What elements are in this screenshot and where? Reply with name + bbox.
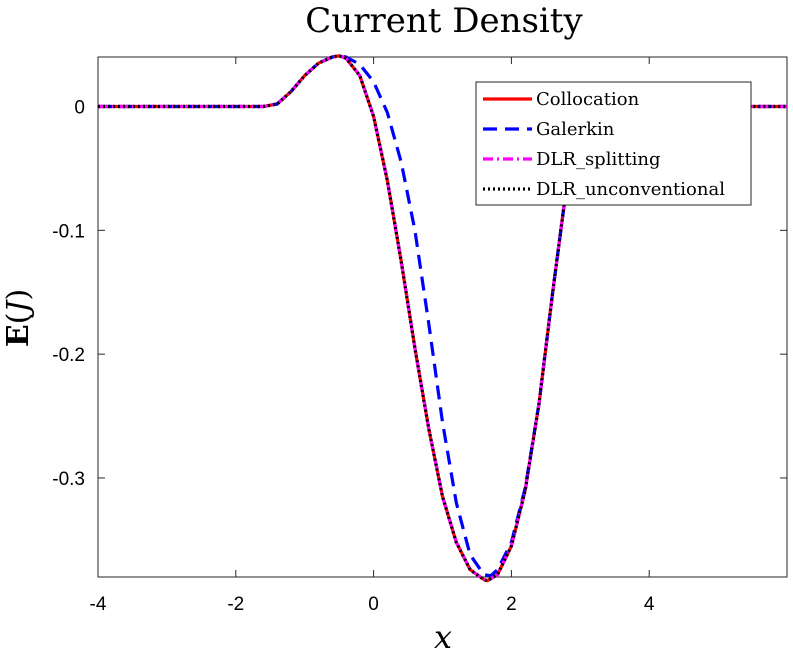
y-axis-label: E(J)	[1, 289, 36, 347]
axes-box	[97, 56, 788, 578]
y-axis-label-close: )	[1, 289, 36, 301]
legend-label: DLR_splitting	[536, 149, 661, 170]
y-axis-label-rest: (	[1, 313, 36, 325]
y-tick-label: -0.1	[52, 221, 85, 242]
legend-label: Collocation	[536, 89, 640, 110]
y-tick-label: 0	[74, 98, 85, 119]
x-axis-label: x	[434, 618, 452, 653]
x-tick-label: -2	[227, 594, 244, 615]
x-tick-label: 2	[506, 594, 517, 615]
legend-label: DLR_unconventional	[536, 179, 725, 200]
y-tick-label: -0.3	[52, 469, 85, 490]
legend: Collocation Galerkin DLR_splitting DLR_unco…	[475, 81, 752, 206]
x-tick-label: 4	[644, 594, 655, 615]
ticks: -4 -2 0 2 4 0 -0.1 -0.2 -0.3	[52, 57, 787, 615]
chart-title: Current Density	[305, 1, 583, 41]
y-tick-label: -0.2	[52, 345, 85, 366]
y-axis-label-e: E	[1, 324, 36, 347]
x-tick-label: -4	[90, 594, 107, 615]
legend-label: Galerkin	[536, 119, 615, 140]
legend-box	[475, 81, 752, 206]
x-tick-label: 0	[368, 594, 379, 615]
plot-area	[97, 56, 788, 578]
